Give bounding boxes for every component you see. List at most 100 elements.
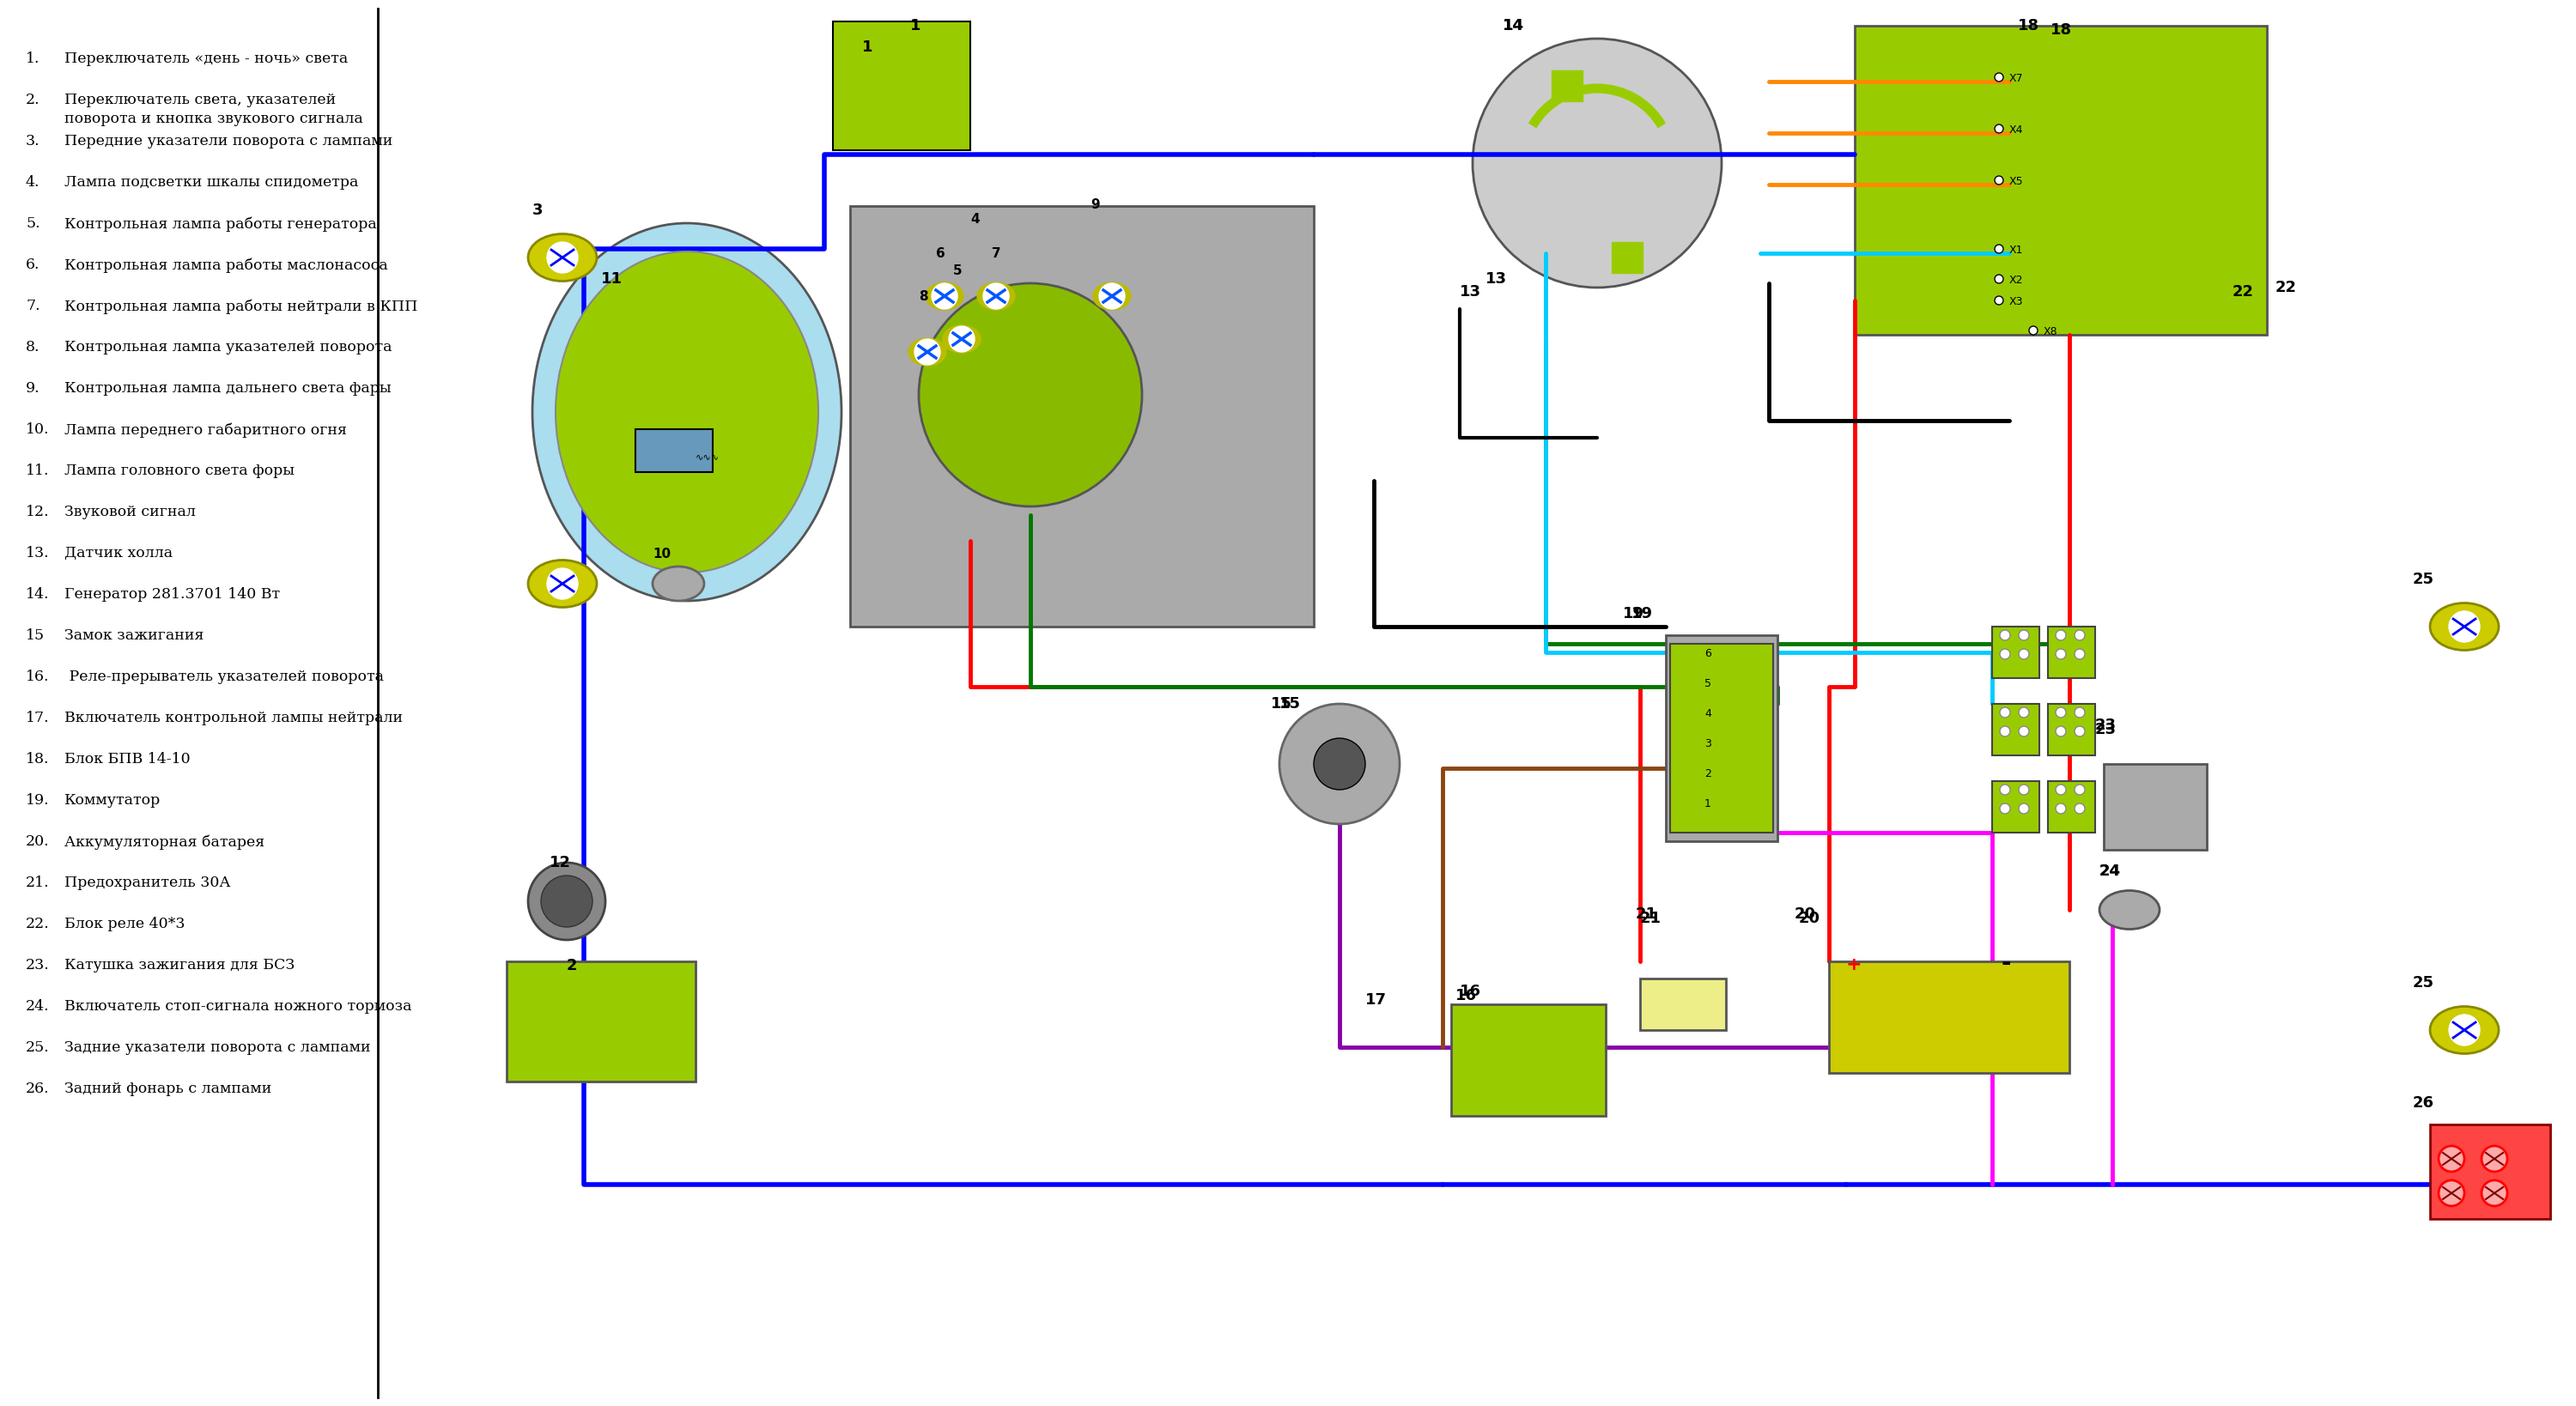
Circle shape (2030, 326, 2038, 335)
Circle shape (1994, 125, 2004, 134)
Text: 6: 6 (935, 247, 945, 260)
Circle shape (1280, 704, 1399, 824)
Text: Лампа переднего габаритного огня: Лампа переднего габаритного огня (64, 422, 348, 437)
Text: 1: 1 (909, 18, 922, 34)
Text: Лампа головного света форы: Лампа головного света форы (64, 464, 294, 478)
Text: 26: 26 (2414, 1095, 2434, 1111)
Circle shape (1100, 283, 1126, 309)
Text: 20.: 20. (26, 834, 49, 849)
Text: 7.: 7. (26, 298, 41, 314)
Text: 2: 2 (1705, 768, 1710, 779)
Text: Блок реле 40*3: Блок реле 40*3 (64, 917, 185, 931)
Circle shape (1994, 297, 2004, 305)
Text: 19: 19 (1623, 606, 1643, 621)
Text: Аккумуляторная батарея: Аккумуляторная батарея (64, 834, 265, 849)
Ellipse shape (1092, 283, 1131, 309)
Bar (2048, 782, 2094, 832)
Text: 21: 21 (1641, 911, 1662, 927)
Text: 15: 15 (26, 628, 44, 643)
Ellipse shape (943, 325, 981, 353)
Bar (1991, 704, 2040, 755)
Text: 24: 24 (2099, 863, 2120, 879)
Bar (507, 962, 696, 1081)
Circle shape (2020, 630, 2030, 640)
Text: 6.: 6. (26, 257, 41, 273)
Bar (832, 21, 971, 150)
Circle shape (2056, 725, 2066, 737)
Text: Включатель контрольной лампы нейтрали: Включатель контрольной лампы нейтрали (64, 710, 402, 725)
Text: X4: X4 (2009, 125, 2025, 135)
Text: 9: 9 (1090, 198, 1100, 211)
Circle shape (2074, 803, 2084, 814)
Circle shape (1999, 725, 2009, 737)
Text: +: + (1847, 956, 1862, 973)
Text: 20: 20 (1798, 911, 1821, 927)
Text: 5: 5 (1705, 678, 1710, 689)
Ellipse shape (652, 567, 703, 600)
Circle shape (2056, 650, 2066, 659)
Text: 1: 1 (863, 39, 873, 55)
Circle shape (1994, 73, 2004, 82)
Text: Контрольная лампа работы нейтрали в КПП: Контрольная лампа работы нейтрали в КПП (64, 298, 417, 314)
Circle shape (2020, 707, 2030, 717)
Circle shape (1994, 176, 2004, 184)
Circle shape (2439, 1180, 2465, 1206)
Text: 14: 14 (1502, 18, 1525, 34)
Text: 25: 25 (2414, 572, 2434, 588)
Text: Замок зажигания: Замок зажигания (64, 628, 204, 643)
Text: Генератор 281.3701 140 Вт: Генератор 281.3701 140 Вт (64, 588, 281, 602)
Text: Контрольная лампа указателей поворота: Контрольная лампа указателей поворота (64, 340, 392, 354)
Bar (2429, 1125, 2550, 1219)
Circle shape (2074, 707, 2084, 717)
Bar (2048, 704, 2094, 755)
Ellipse shape (2099, 890, 2159, 929)
Text: Задний фонарь с лампами: Задний фонарь с лампами (64, 1081, 270, 1097)
Text: 22: 22 (2233, 284, 2254, 299)
Text: 25: 25 (2414, 976, 2434, 991)
Text: 4.: 4. (26, 176, 41, 190)
Circle shape (1994, 274, 2004, 283)
Text: ∿∿∿: ∿∿∿ (696, 453, 719, 461)
Text: Лампа подсветки шкалы спидометра: Лампа подсветки шкалы спидометра (64, 176, 358, 190)
Text: X7: X7 (2009, 73, 2025, 84)
Circle shape (2020, 803, 2030, 814)
Text: Предохранитель 30А: Предохранитель 30А (64, 876, 232, 890)
Ellipse shape (556, 252, 819, 572)
Text: Контрольная лампа работы маслонасоса: Контрольная лампа работы маслонасоса (64, 257, 389, 273)
Text: Реле-прерыватель указателей поворота: Реле-прерыватель указателей поворота (64, 669, 384, 685)
Text: Включатель стоп-сигнала ножного тормоза: Включатель стоп-сигнала ножного тормоза (64, 1000, 412, 1014)
Circle shape (914, 339, 940, 364)
Text: 13: 13 (1486, 271, 1507, 287)
Text: 23.: 23. (26, 957, 49, 973)
Text: 25.: 25. (26, 1040, 49, 1054)
Circle shape (984, 283, 1010, 309)
Circle shape (1999, 785, 2009, 794)
Bar (2105, 763, 2208, 849)
Text: 24.: 24. (26, 1000, 49, 1014)
Circle shape (2020, 650, 2030, 659)
Text: 4: 4 (971, 212, 979, 226)
Circle shape (546, 242, 577, 273)
Circle shape (2439, 1146, 2465, 1171)
Bar (1829, 962, 2069, 1073)
Text: Контрольная лампа работы генератора: Контрольная лампа работы генератора (64, 217, 376, 232)
Text: 5.: 5. (26, 217, 41, 231)
Ellipse shape (528, 560, 598, 607)
Text: 10: 10 (652, 547, 670, 561)
Text: 3: 3 (533, 202, 544, 218)
Text: Блок БПВ 14-10: Блок БПВ 14-10 (64, 752, 191, 766)
Text: 15: 15 (1280, 696, 1301, 711)
Bar (1613, 242, 1643, 273)
Circle shape (2074, 630, 2084, 640)
Text: 3: 3 (1705, 738, 1710, 749)
Circle shape (1999, 803, 2009, 814)
Text: 24: 24 (2099, 863, 2120, 879)
Circle shape (2020, 725, 2030, 737)
Text: 19: 19 (1631, 606, 1654, 621)
Circle shape (2056, 630, 2066, 640)
Circle shape (2481, 1146, 2506, 1171)
Text: 17.: 17. (26, 710, 49, 725)
Text: 1: 1 (1705, 799, 1710, 810)
Text: 14.: 14. (26, 588, 49, 602)
Text: -: - (2002, 950, 2009, 976)
